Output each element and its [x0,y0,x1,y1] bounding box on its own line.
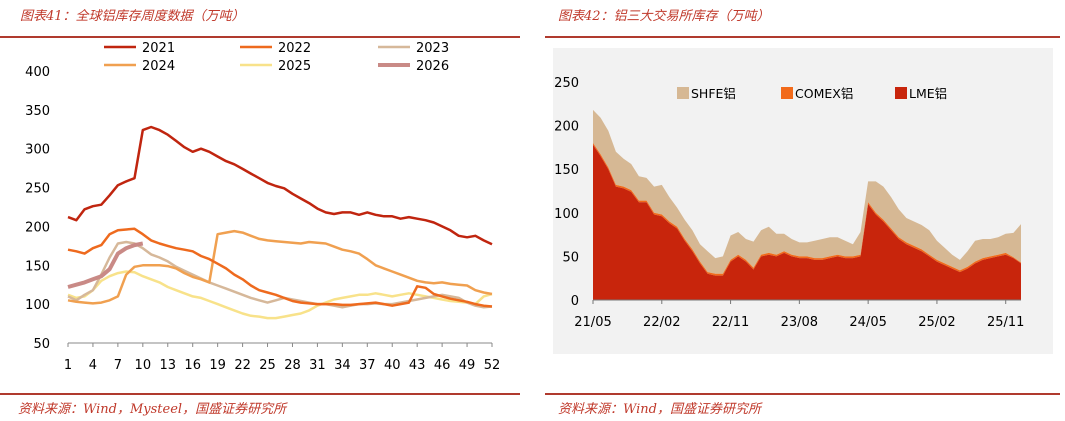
x-tick-label-1: 1 [64,358,72,373]
legend-swatch-SHFE铝 [677,87,689,99]
legend-label-COMEX铝: COMEX铝 [795,86,853,101]
y-tick-label-50: 50 [562,250,579,265]
series-line-2025 [67,270,493,320]
weekly-inventory-line-chart: 50 100 150 200 250 300 350 400 1 4 7 10 13 16 19 22 25 28… [25,41,501,373]
series-line-2024 [67,229,493,305]
x-tick-label-37: 37 [359,358,376,373]
x-tick-label-4: 4 [89,358,97,373]
legend-label-2025: 2025 [278,59,311,74]
x-tick-label-24/05: 24/05 [849,315,886,330]
y-tick-label-100: 100 [25,298,50,313]
x-tick-label-19: 19 [209,358,226,373]
right-source-note: 资料来源：Wind，国盛证券研究所 [558,402,761,417]
series-line-2026 [67,241,144,289]
area-SHFE铝 [593,109,1021,274]
legend-label-2026: 2026 [416,59,449,74]
x-tick-label-23/08: 23/08 [781,315,818,330]
y-tick-label-350: 350 [25,104,50,119]
left-chart: 50 100 150 200 250 300 350 400 1 4 7 10 13 16 19 22 25 28… [0,38,520,393]
exchange-inventory-area-chart: 0 50 100 150 200 250 21/05 22/02 22/11 23/08 24/05… [553,48,1053,354]
y-tick-label-150: 150 [554,163,579,178]
x-tick-label-25/02: 25/02 [918,315,955,330]
x-tick-label-25/11: 25/11 [987,315,1024,330]
x-tick-label-25: 25 [259,358,276,373]
legend-label-2022: 2022 [278,41,311,56]
y-tick-label-250: 250 [25,182,50,197]
x-tick-label-13: 13 [159,358,176,373]
y-tick-label-200: 200 [25,220,50,235]
x-tick-label-7: 7 [114,358,122,373]
y-tick-label-300: 300 [25,143,50,158]
x-tick-label-22/11: 22/11 [712,315,749,330]
legend-label-2023: 2023 [416,41,449,56]
y-tick-label-0: 0 [571,294,579,309]
x-tick-label-49: 49 [459,358,476,373]
x-tick-label-22/02: 22/02 [643,315,680,330]
x-tick-label-46: 46 [434,358,451,373]
area-LME铝 [593,144,1021,300]
x-tick-label-22: 22 [234,358,251,373]
left-source-note: 资料来源：Wind，Mysteel，国盛证券研究所 [18,402,287,417]
x-tick-label-43: 43 [409,358,426,373]
y-tick-label-250: 250 [554,76,579,91]
y-tick-label-400: 400 [25,65,50,80]
legend-label-2021: 2021 [142,41,175,56]
y-tick-label-100: 100 [554,207,579,222]
right-chart: 0 50 100 150 200 250 21/05 22/02 22/11 23/08 24/05… [545,38,1060,393]
left-chart-caption: 图表41：全球铝库存周度数据（万吨） [20,9,245,24]
left-bottom-rule [0,393,520,395]
x-tick-label-40: 40 [384,358,401,373]
legend-label-SHFE铝: SHFE铝 [691,86,736,101]
legend-swatch-LME铝 [895,87,907,99]
x-tick-label-31: 31 [309,358,326,373]
x-tick-label-52: 52 [484,358,501,373]
right-top-rule [545,36,1060,38]
legend-label-2024: 2024 [142,59,175,74]
right-bottom-rule [545,393,1060,395]
x-tick-label-10: 10 [135,358,152,373]
x-tick-label-21/05: 21/05 [574,315,611,330]
x-tick-label-34: 34 [334,358,351,373]
x-tick-label-16: 16 [184,358,201,373]
y-tick-label-50: 50 [33,337,50,352]
y-tick-label-200: 200 [554,120,579,135]
series-line-2021 [67,125,493,246]
right-chart-caption: 图表42：铝三大交易所库存（万吨） [558,9,770,24]
legend-label-LME铝: LME铝 [909,86,947,101]
left-top-rule [0,36,520,38]
legend-swatch-COMEX铝 [781,87,793,99]
series-line-2022 [67,227,493,308]
x-tick-label-28: 28 [284,358,301,373]
y-tick-label-150: 150 [25,259,50,274]
